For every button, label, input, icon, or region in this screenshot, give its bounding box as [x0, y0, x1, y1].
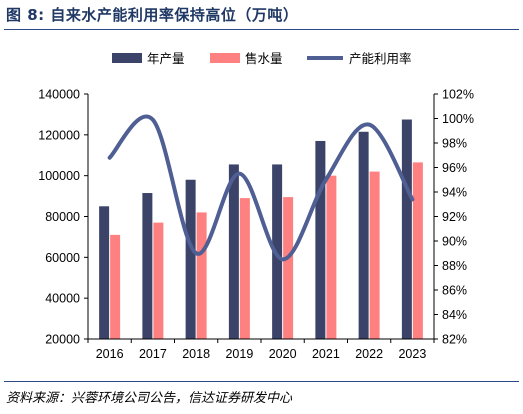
- legend-label-sales: 售水量: [245, 51, 283, 66]
- legend-label-capacity: 年产量: [147, 52, 185, 66]
- left-tick-label: 60000: [45, 251, 80, 265]
- right-tick-label: 94%: [442, 186, 467, 200]
- x-tick-label: 2023: [398, 347, 426, 361]
- figure-title: 图 8: 自来水产能利用率保持高位（万吨）: [6, 6, 299, 24]
- right-tick-label: 84%: [442, 308, 467, 322]
- capacity-bar-2021: [315, 140, 326, 339]
- right-tick-label: 100%: [442, 112, 474, 126]
- left-tick-label: 140000: [38, 88, 80, 102]
- right-tick-label: 88%: [442, 259, 467, 273]
- x-tick-label: 2021: [312, 347, 340, 361]
- x-tick-label: 2018: [182, 347, 210, 361]
- sales-bar-2016: [110, 234, 121, 339]
- sales-bar-2019: [239, 198, 250, 339]
- bars-group: [99, 119, 423, 339]
- sales-bar-2020: [283, 197, 294, 339]
- utilization-line: [107, 114, 415, 262]
- legend: 年产量 售水量 产能利用率: [112, 51, 412, 66]
- left-tick-label: 100000: [38, 169, 80, 183]
- right-tick-label: 82%: [442, 333, 467, 347]
- capacity-bar-2017: [142, 193, 153, 339]
- left-tick-label: 20000: [45, 333, 80, 347]
- sales-bar-2022: [369, 171, 380, 339]
- x-tick-label: 2022: [355, 347, 383, 361]
- right-tick-label: 96%: [442, 161, 467, 175]
- right-tick-label: 102%: [442, 88, 474, 102]
- left-tick-label: 80000: [45, 210, 80, 224]
- capacity-bar-2022: [358, 131, 369, 339]
- source-note: 资料来源：兴蓉环境公司公告，信达证券研发中心: [6, 391, 293, 406]
- source-divider: [4, 381, 519, 382]
- title-divider: [4, 29, 519, 30]
- capacity-bar-2020: [272, 164, 283, 339]
- legend-label-utilization: 产能利用率: [349, 51, 412, 66]
- sales-bar-2017: [153, 222, 164, 339]
- sales-bar-2023: [412, 162, 423, 339]
- right-tick-label: 86%: [442, 284, 467, 298]
- right-tick-label: 90%: [442, 235, 467, 249]
- x-tick-label: 2016: [96, 347, 124, 361]
- sales-bar-2021: [326, 175, 337, 339]
- axes-group: 20000 40000 60000 80000 100000 120000 140000 82…: [38, 88, 474, 362]
- capacity-bar-2016: [99, 206, 110, 339]
- x-tick-label: 2019: [225, 347, 253, 361]
- right-tick-label: 92%: [442, 210, 467, 224]
- right-tick-label: 98%: [442, 137, 467, 151]
- capacity-bar-2018: [185, 179, 196, 339]
- left-tick-label: 40000: [45, 292, 80, 306]
- legend-swatch-capacity: [112, 53, 142, 63]
- legend-swatch-sales: [210, 53, 240, 63]
- sales-bar-2018: [196, 212, 207, 339]
- capacity-bar-2023: [401, 119, 412, 339]
- x-tick-label: 2020: [269, 347, 297, 361]
- utilization-line-group: [107, 114, 415, 262]
- x-tick-label: 2017: [139, 347, 167, 361]
- left-tick-label: 120000: [38, 128, 80, 142]
- capacity-bar-2019: [228, 164, 239, 339]
